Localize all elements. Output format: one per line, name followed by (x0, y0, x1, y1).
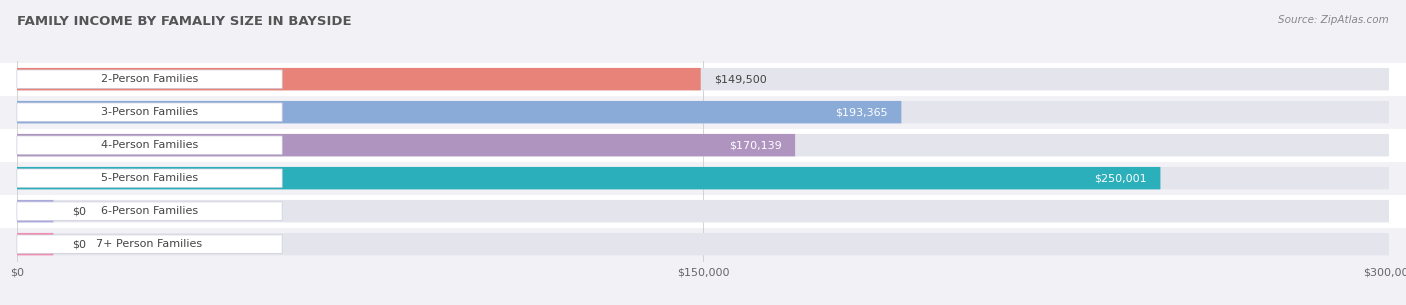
FancyBboxPatch shape (17, 200, 1389, 222)
FancyBboxPatch shape (0, 162, 1406, 195)
FancyBboxPatch shape (17, 134, 1389, 156)
FancyBboxPatch shape (17, 134, 796, 156)
Text: $193,365: $193,365 (835, 107, 887, 117)
Text: FAMILY INCOME BY FAMALIY SIZE IN BAYSIDE: FAMILY INCOME BY FAMALIY SIZE IN BAYSIDE (17, 15, 352, 28)
Text: $0: $0 (72, 239, 86, 249)
Text: Source: ZipAtlas.com: Source: ZipAtlas.com (1278, 15, 1389, 25)
FancyBboxPatch shape (17, 136, 283, 154)
FancyBboxPatch shape (17, 103, 283, 121)
FancyBboxPatch shape (0, 63, 1406, 96)
FancyBboxPatch shape (17, 235, 283, 253)
FancyBboxPatch shape (0, 195, 1406, 228)
FancyBboxPatch shape (17, 233, 1389, 255)
FancyBboxPatch shape (17, 202, 283, 220)
FancyBboxPatch shape (17, 167, 1389, 189)
FancyBboxPatch shape (17, 233, 53, 255)
FancyBboxPatch shape (17, 200, 53, 222)
FancyBboxPatch shape (0, 96, 1406, 129)
Text: $149,500: $149,500 (714, 74, 768, 84)
FancyBboxPatch shape (17, 68, 700, 90)
FancyBboxPatch shape (0, 129, 1406, 162)
Text: $0: $0 (72, 206, 86, 216)
FancyBboxPatch shape (17, 68, 1389, 90)
FancyBboxPatch shape (17, 70, 283, 88)
Text: 7+ Person Families: 7+ Person Families (97, 239, 202, 249)
Text: 5-Person Families: 5-Person Families (101, 173, 198, 183)
Text: 2-Person Families: 2-Person Families (101, 74, 198, 84)
Text: $250,001: $250,001 (1094, 173, 1147, 183)
FancyBboxPatch shape (17, 101, 901, 123)
FancyBboxPatch shape (0, 228, 1406, 261)
Text: 3-Person Families: 3-Person Families (101, 107, 198, 117)
FancyBboxPatch shape (17, 169, 283, 187)
Text: 6-Person Families: 6-Person Families (101, 206, 198, 216)
FancyBboxPatch shape (17, 101, 1389, 123)
Text: 4-Person Families: 4-Person Families (101, 140, 198, 150)
FancyBboxPatch shape (17, 167, 1160, 189)
Text: $170,139: $170,139 (728, 140, 782, 150)
